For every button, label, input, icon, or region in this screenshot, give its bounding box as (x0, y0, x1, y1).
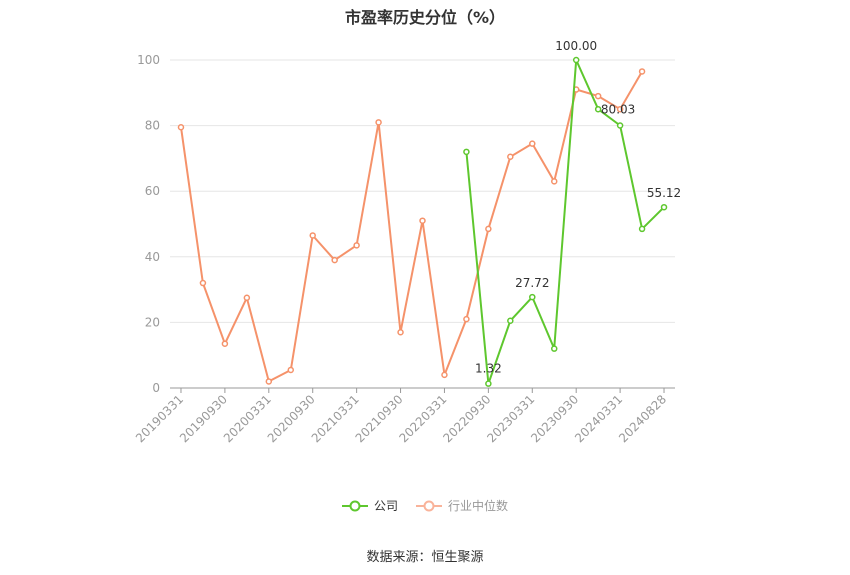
data-point-company (463, 148, 470, 156)
data-point-company (572, 56, 580, 64)
data-point-company (485, 380, 492, 387)
y-tick-label: 20 (145, 315, 160, 329)
y-tick-label: 60 (145, 184, 160, 198)
x-tick-label: 20240828 (616, 392, 669, 445)
data-point-industry (397, 328, 404, 336)
data-point-industry (485, 225, 492, 233)
data-point-industry (265, 378, 273, 385)
data-label: 80.03 (601, 103, 635, 117)
data-point-company (550, 345, 558, 352)
series-lines (177, 56, 668, 387)
data-point-company (616, 122, 624, 129)
y-tick-label: 0 (152, 381, 160, 395)
data-point-industry (331, 256, 338, 264)
y-tick-label: 100 (137, 53, 160, 67)
axes: 0204060801002019033120190930202003312020… (133, 53, 675, 445)
data-label: 1.32 (475, 362, 502, 376)
series-line-company (465, 59, 665, 385)
data-point-industry (441, 371, 448, 379)
data-point-industry (594, 92, 602, 100)
legend-item-company[interactable]: 公司 (341, 497, 398, 514)
data-point-industry (243, 294, 251, 302)
data-point-company (529, 293, 536, 301)
data-point-company (638, 225, 646, 233)
data-point-industry (616, 105, 624, 113)
data-point-industry (507, 153, 514, 161)
legend-marker-company (341, 500, 368, 511)
y-tick-label: 40 (145, 250, 160, 264)
data-point-industry (419, 217, 426, 224)
data-point-industry (529, 140, 536, 147)
data-label: 55.12 (647, 186, 681, 200)
chart-title: 市盈率历史分位（%） (344, 8, 506, 27)
data-point-company (594, 105, 602, 113)
data-point-industry (638, 68, 646, 75)
data-point-industry (550, 178, 558, 185)
series-line-industry (180, 70, 643, 383)
data-point-industry (199, 279, 207, 287)
data-label: 27.72 (515, 276, 549, 290)
data-point-industry (309, 232, 316, 239)
data-point-industry (221, 340, 229, 347)
legend-label-industry: 行业中位数 (448, 499, 509, 513)
data-point-industry (177, 123, 185, 131)
legend: 公司 行业中位数 (0, 497, 850, 514)
data-point-industry (353, 242, 360, 249)
grid-lines (170, 59, 675, 323)
y-tick-label: 80 (145, 119, 160, 133)
data-point-company (660, 203, 668, 211)
data-point-industry (463, 315, 470, 323)
legend-label-company: 公司 (373, 499, 398, 513)
legend-marker-industry (416, 500, 442, 511)
data-point-industry (375, 119, 382, 126)
data-source: 数据来源：恒生聚源 (366, 550, 484, 565)
data-point-company (507, 317, 514, 325)
legend-item-industry[interactable]: 行业中位数 (416, 497, 508, 514)
data-point-industry (287, 366, 295, 374)
data-labels: 1.32 27.72 100.00 80.03 55.12 (475, 39, 681, 376)
data-label: 100.00 (555, 39, 597, 53)
